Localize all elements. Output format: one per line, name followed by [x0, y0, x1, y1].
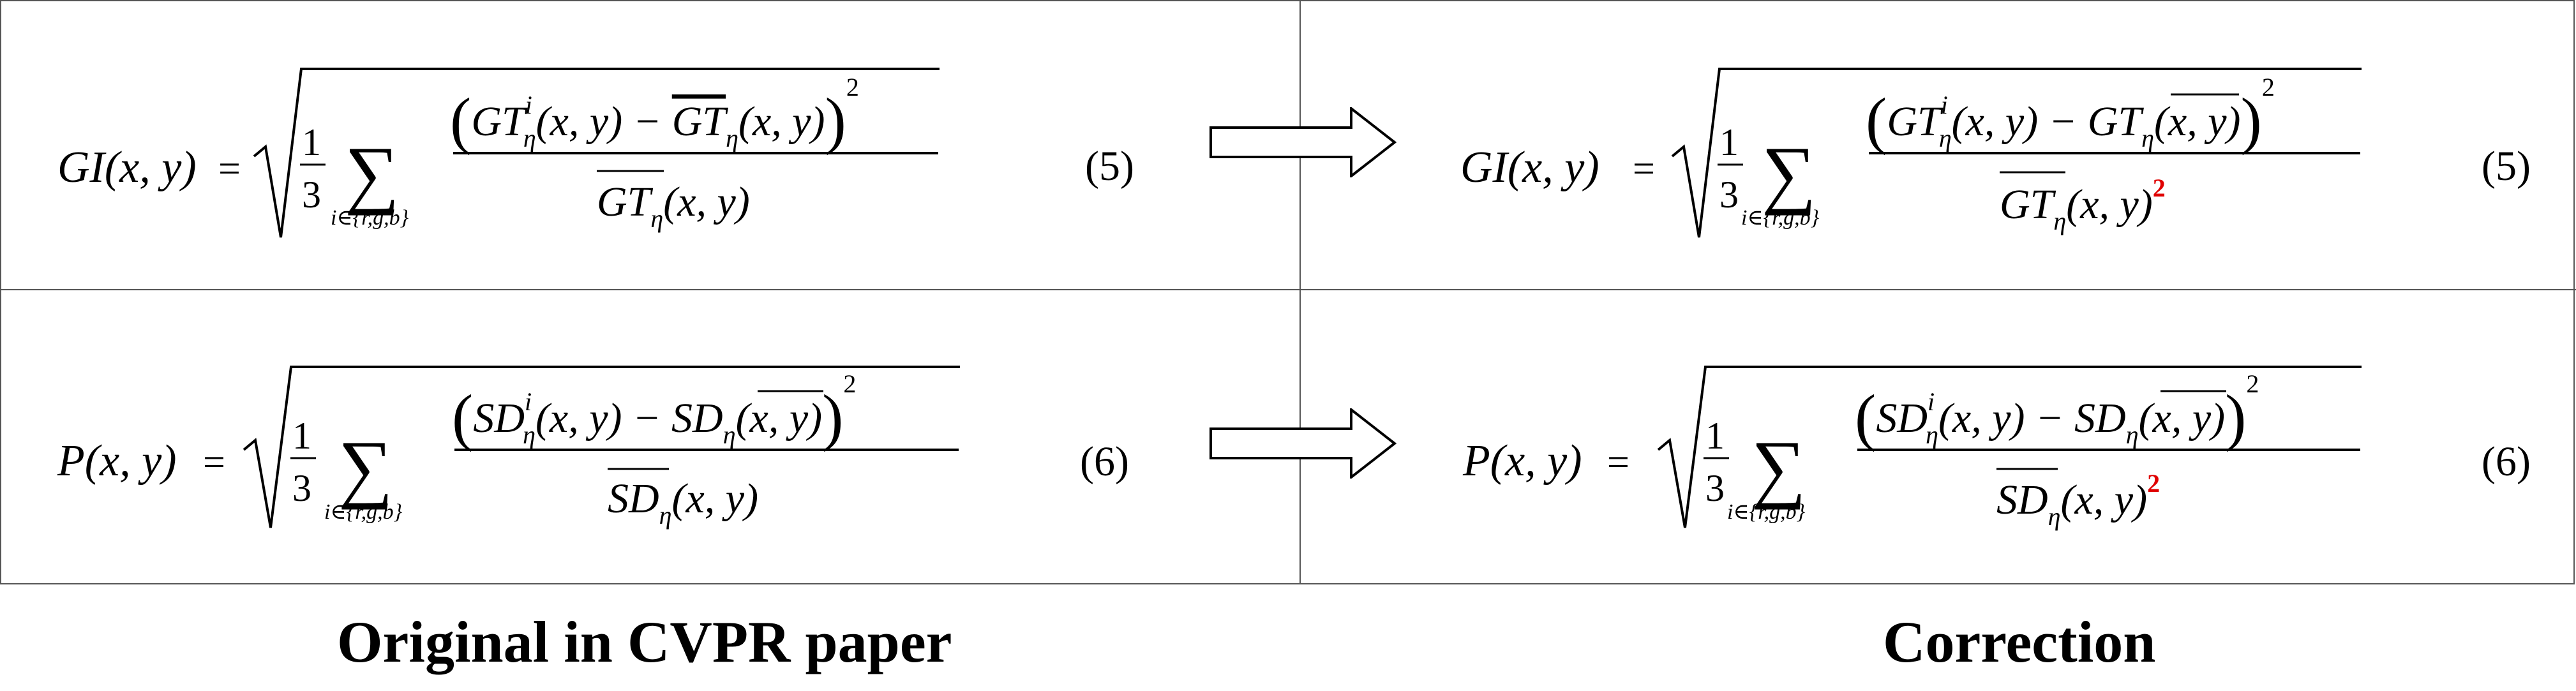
equation-number: (5): [2482, 143, 2531, 189]
equation-number: (6): [1080, 438, 1129, 485]
comparison-table: [0, 0, 2575, 584]
corrected-equation-5: GI(x, y) = 1 3 ∑ i∈{r,g,b} (GTi η(x, y) −…: [1301, 0, 2576, 288]
frac-three: 3: [302, 174, 321, 216]
sum-symbol: ∑: [345, 131, 400, 216]
equation-number: (5): [1085, 143, 1134, 189]
lhs: GI(x, y): [57, 143, 197, 192]
correction-square: 2: [2153, 174, 2166, 202]
sum-index: i∈{r,g,b}: [1727, 500, 1806, 524]
denominator: GTη(x, y)2: [2000, 174, 2166, 235]
correction-square: 2: [2147, 469, 2160, 498]
frac-one: 1: [1719, 121, 1739, 163]
frac-three: 3: [1705, 467, 1725, 509]
numerator: (SDi η(x, y) − SDη(x, y))2: [1855, 369, 2259, 452]
denominator: SDη(x, y)2: [1996, 469, 2160, 531]
frac-three: 3: [292, 467, 311, 509]
sum-symbol: ∑: [1751, 425, 1806, 510]
equation-number: (6): [2482, 438, 2531, 485]
corrected-equation-6: P(x, y) = 1 3 ∑ i∈{r,g,b} (SDi η(x, y) − …: [1301, 290, 2576, 579]
equals-sign: =: [1633, 147, 1655, 191]
original-equation-5: GI(x, y) = 1 3 ∑ i∈{r,g,b} (GTi η(x, y) −…: [0, 0, 1298, 288]
column-divider: [1299, 0, 1301, 584]
frac-one: 1: [292, 415, 311, 457]
original-equation-6: P(x, y) = 1 3 ∑ i∈{r,g,b} (SDi η(x, y) − …: [0, 290, 1298, 579]
radical-sign: [253, 68, 940, 238]
denominator: GTη(x, y): [597, 179, 750, 233]
row-divider: [0, 289, 2576, 290]
frac-three: 3: [1719, 174, 1739, 216]
sum-index: i∈{r,g,b}: [324, 500, 403, 524]
frac-one: 1: [1705, 415, 1725, 457]
equals-sign: =: [203, 441, 225, 484]
sum-index: i∈{r,g,b}: [1741, 206, 1820, 230]
sum-symbol: ∑: [338, 425, 393, 510]
radical-sign: [1671, 68, 2362, 238]
caption-correction: Correction: [1883, 609, 2156, 674]
frac-one: 1: [302, 121, 321, 163]
right-arrow-icon: [1209, 107, 1397, 177]
radical-sign: [1657, 366, 2362, 528]
lhs: GI(x, y): [1460, 143, 1599, 192]
numerator: (GTi η(x, y) − GTη(x, y))2: [450, 73, 859, 156]
numerator: (SDi η(x, y) − SDη(x, y))2: [452, 369, 856, 452]
lhs: P(x, y): [1462, 436, 1582, 486]
equals-sign: =: [1607, 441, 1629, 484]
lhs: P(x, y): [57, 436, 177, 486]
right-arrow-icon: [1209, 408, 1397, 479]
denominator: SDη(x, y): [608, 475, 758, 530]
equals-sign: =: [218, 147, 241, 191]
sum-index: i∈{r,g,b}: [331, 206, 409, 230]
caption-original: Original in CVPR paper: [337, 609, 952, 674]
radical-sign: [243, 366, 960, 528]
sum-symbol: ∑: [1762, 131, 1816, 216]
numerator: (GTi η(x, y) − GTη(x, y))2: [1866, 73, 2275, 156]
